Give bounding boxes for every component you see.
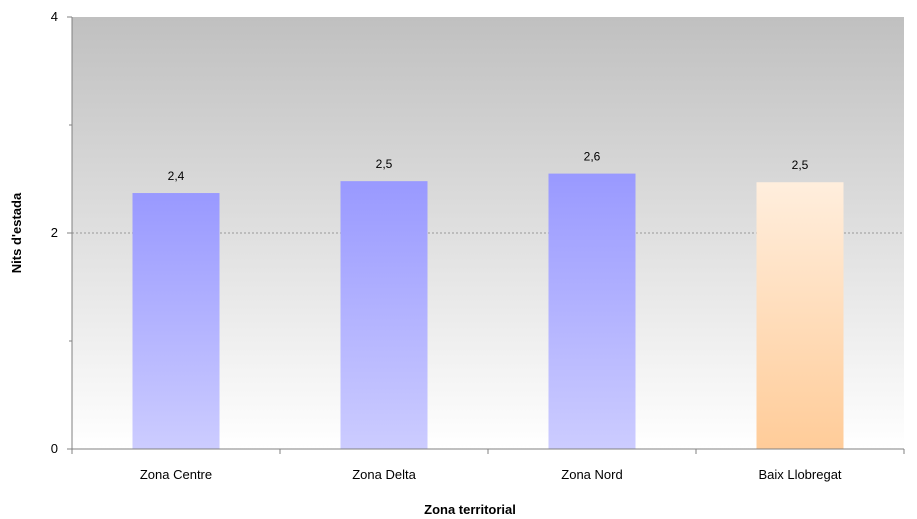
- data-labels: 2,4 2,5 2,6 2,5: [168, 150, 809, 183]
- bar-zona-delta: [340, 181, 428, 449]
- category-label: Zona Nord: [561, 467, 622, 482]
- category-label: Zona Delta: [352, 467, 416, 482]
- bar-baix-llobregat: [756, 182, 844, 450]
- bar-zona-nord: [548, 173, 636, 449]
- bar-zona-centre: [132, 193, 220, 449]
- category-label: Baix Llobregat: [758, 467, 841, 482]
- data-label: 2,6: [584, 150, 601, 164]
- data-label: 2,4: [168, 169, 185, 183]
- y-tick-label: 2: [51, 225, 58, 240]
- axes: [67, 16, 905, 454]
- category-labels: Zona Centre Zona Delta Zona Nord Baix Llobr…: [140, 467, 842, 482]
- category-label: Zona Centre: [140, 467, 212, 482]
- data-label: 2,5: [792, 158, 809, 172]
- y-tick-label: 4: [51, 9, 58, 24]
- data-label: 2,5: [376, 157, 393, 171]
- y-axis-title: Nits d'estada: [9, 192, 24, 273]
- x-axis-title: Zona territorial: [424, 502, 516, 517]
- y-tick-label: 0: [51, 441, 58, 456]
- bars: [132, 173, 844, 450]
- y-tick-labels: 0 2 4: [51, 9, 58, 456]
